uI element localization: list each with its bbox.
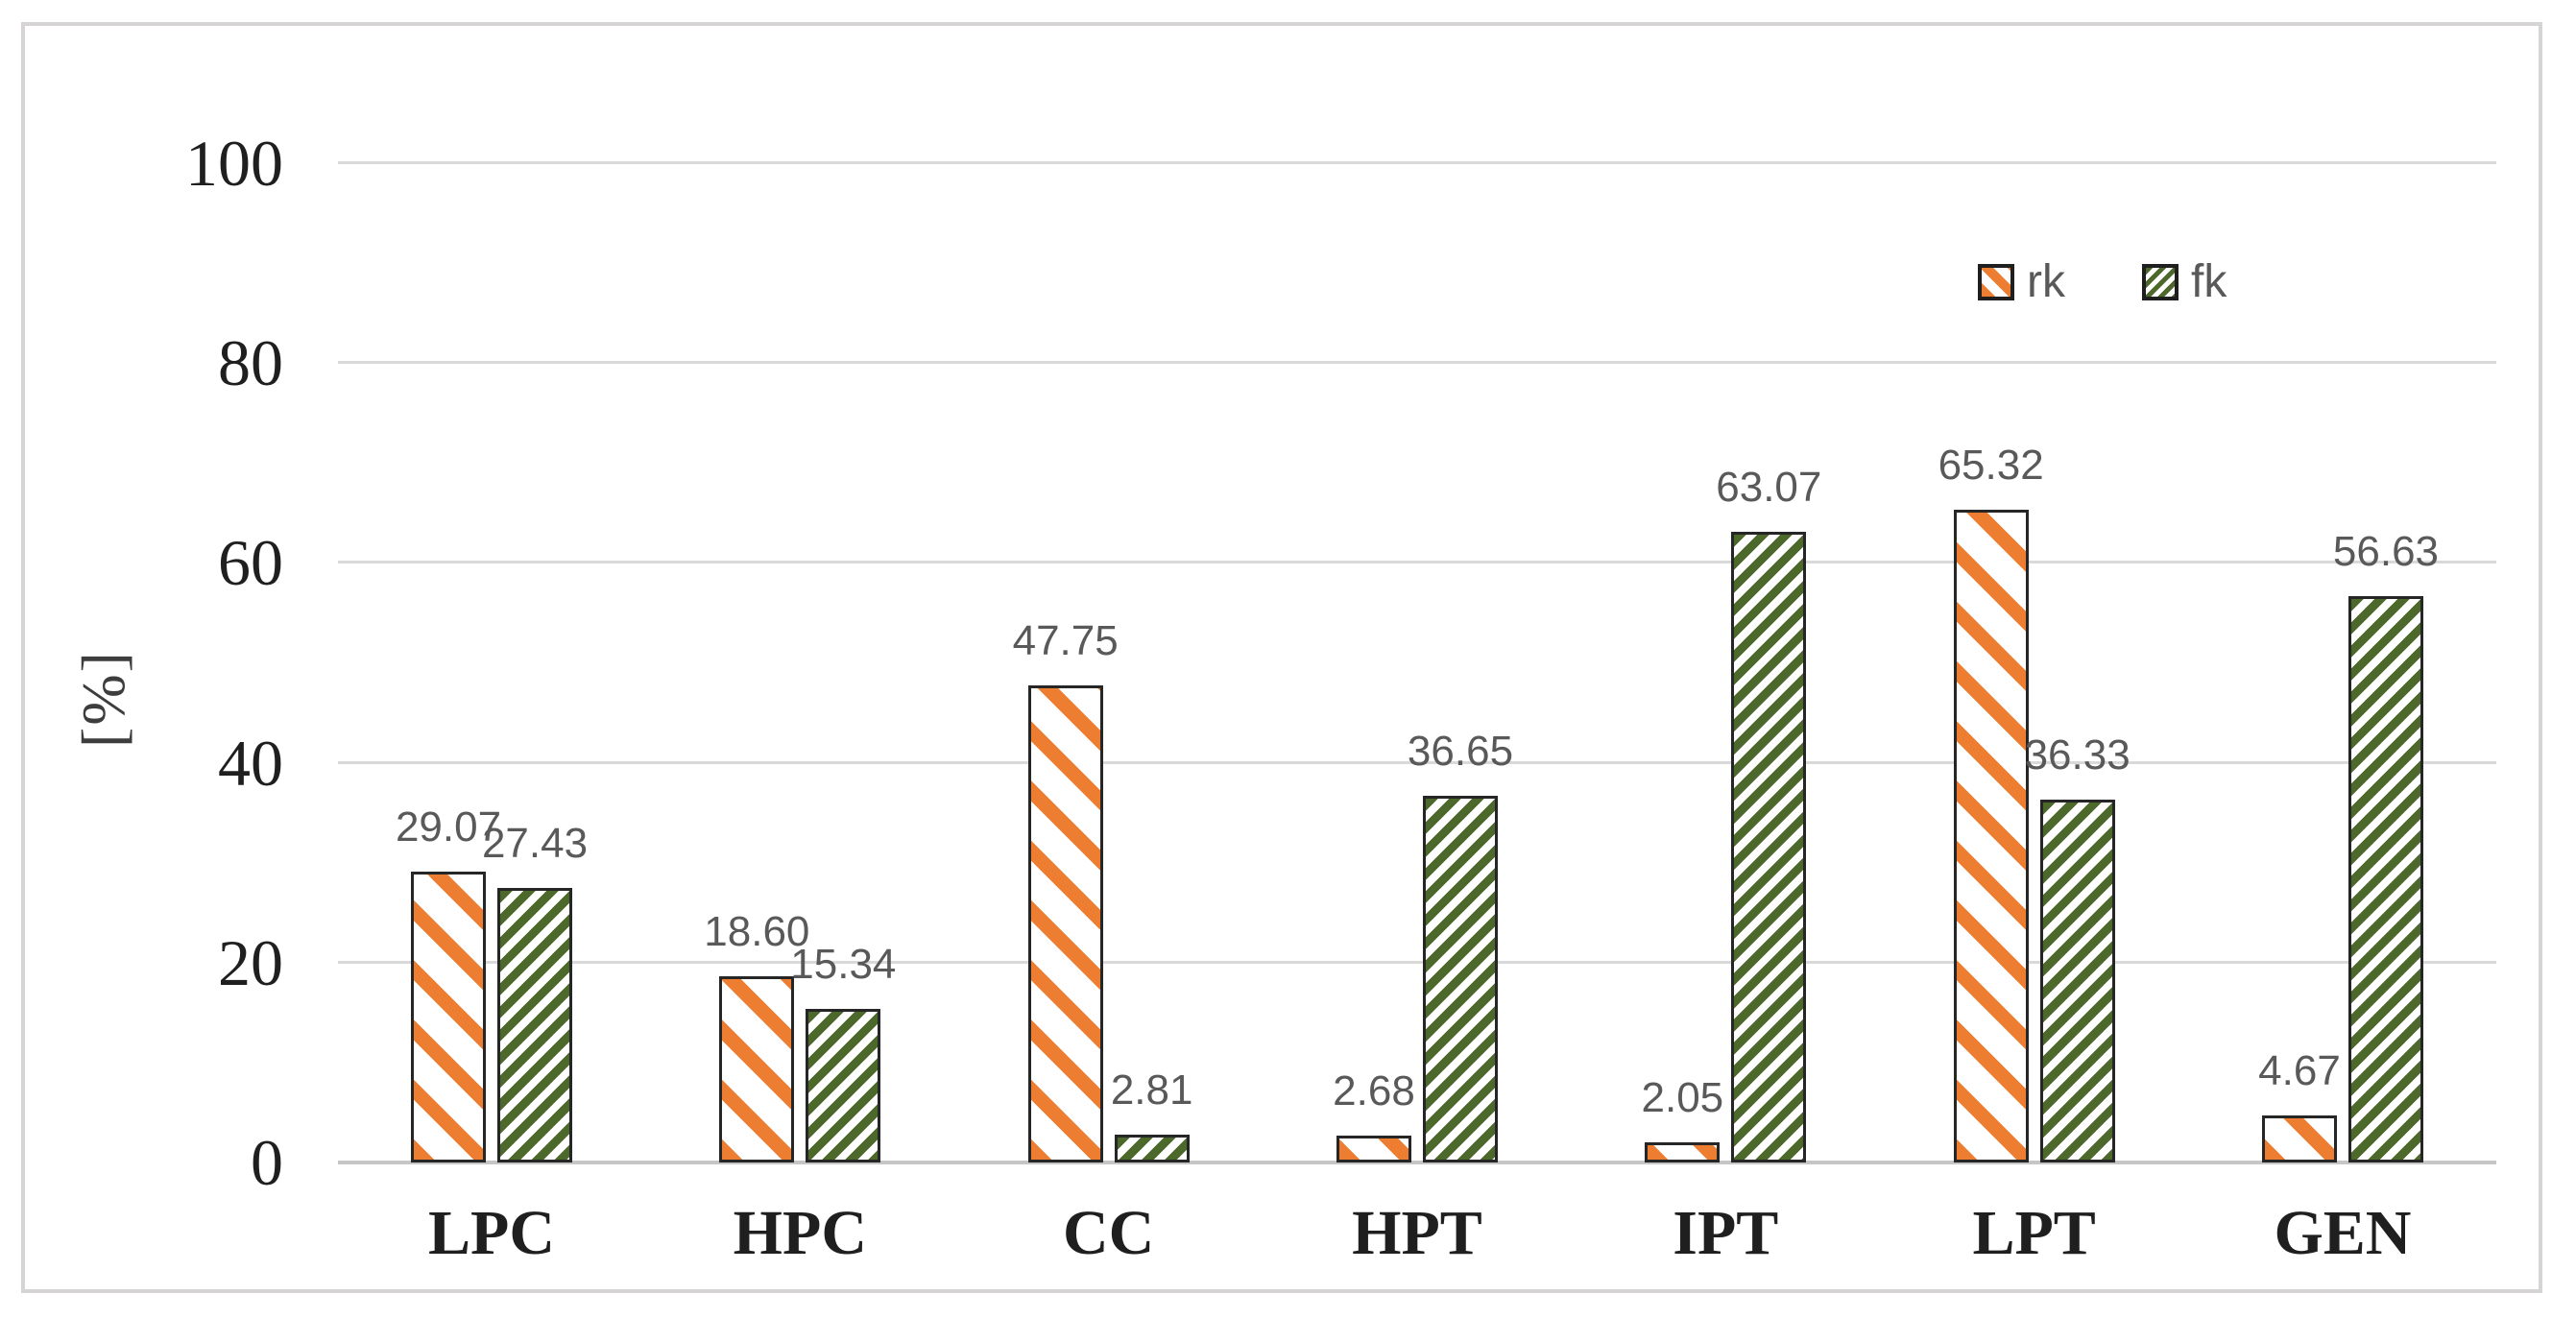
legend-label-fk: fk	[2190, 256, 2227, 307]
legend-swatch-rk	[1978, 264, 2014, 300]
bar-rk-lpc	[411, 872, 486, 1162]
legend-item-fk: fk	[2141, 256, 2227, 307]
value-label-fk-ipt: 63.07	[1716, 464, 1822, 512]
bar-rk-ipt	[1645, 1141, 1721, 1162]
value-label-rk-lpc: 29.07	[395, 803, 502, 851]
bar-fk-lpc	[497, 888, 572, 1162]
legend: rk fk	[1978, 259, 2227, 305]
bar-rk-hpt	[1336, 1136, 1411, 1162]
gridline-40	[338, 760, 2496, 764]
x-axis-label-lpc: LPC	[428, 1198, 555, 1268]
x-axis-label-hpc: HPC	[733, 1198, 867, 1268]
gridline-0	[338, 1161, 2496, 1164]
value-label-fk-gen: 56.63	[2332, 528, 2440, 576]
gridline-20	[338, 960, 2496, 964]
bar-fk-hpt	[1422, 796, 1498, 1162]
bar-rk-cc	[1027, 684, 1103, 1162]
x-axis-label-ipt: IPT	[1673, 1198, 1779, 1268]
value-label-rk-hpc: 18.60	[704, 908, 810, 956]
legend-swatch-fk	[2141, 264, 2179, 300]
chart-frame	[21, 22, 2542, 1293]
x-axis-label-lpt: LPT	[1972, 1198, 2096, 1268]
value-label-rk-gen: 4.67	[2258, 1047, 2341, 1095]
value-label-fk-hpt: 36.65	[1407, 728, 1514, 776]
bar-fk-cc	[1114, 1134, 1190, 1162]
gridline-80	[338, 361, 2496, 365]
bar-rk-lpt	[1953, 510, 2029, 1162]
value-label-rk-lpt: 65.32	[1938, 442, 2044, 490]
bar-rk-hpc	[719, 976, 795, 1162]
bar-fk-ipt	[1731, 532, 1807, 1162]
value-label-rk-hpt: 2.68	[1333, 1067, 1415, 1115]
y-tick-label-40: 40	[218, 726, 283, 800]
y-tick-label-60: 60	[218, 526, 283, 600]
y-tick-label-100: 100	[185, 127, 283, 200]
value-label-rk-ipt: 2.05	[1641, 1073, 1724, 1121]
x-axis-label-hpt: HPT	[1352, 1198, 1482, 1268]
x-axis-label-cc: CC	[1062, 1198, 1155, 1268]
legend-item-rk: rk	[1978, 259, 2065, 305]
value-label-fk-lpc: 27.43	[481, 820, 589, 868]
gridline-100	[338, 161, 2496, 164]
legend-label-rk: rk	[2027, 256, 2065, 307]
y-tick-label-20: 20	[218, 925, 283, 999]
value-label-fk-hpc: 15.34	[790, 941, 897, 989]
y-tick-label-80: 80	[218, 326, 283, 400]
bar-fk-lpt	[2039, 799, 2115, 1162]
gridline-60	[338, 561, 2496, 564]
bar-fk-gen	[2347, 596, 2423, 1162]
y-tick-label-0: 0	[251, 1126, 283, 1199]
bar-rk-gen	[2261, 1115, 2337, 1162]
value-label-fk-cc: 2.81	[1110, 1066, 1193, 1114]
value-label-rk-cc: 47.75	[1012, 616, 1119, 664]
bar-fk-hpc	[806, 1009, 881, 1162]
value-label-fk-lpt: 36.33	[2024, 731, 2131, 779]
x-axis-label-gen: GEN	[2274, 1198, 2412, 1268]
